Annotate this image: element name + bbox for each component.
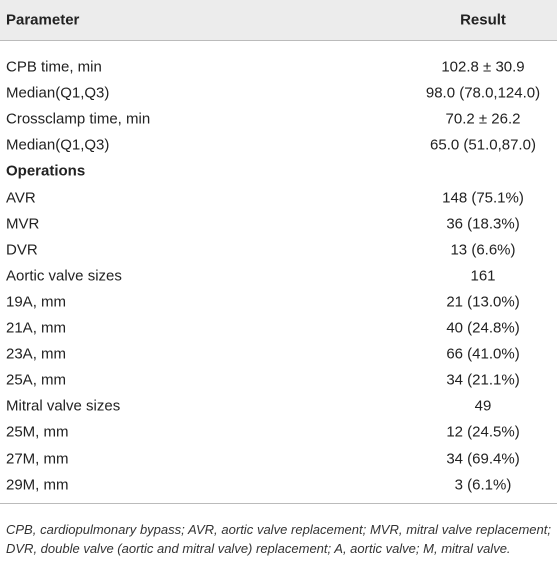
table-cell: Median(Q1,Q3) <box>6 84 110 102</box>
table-cell: 21 (13.0%) <box>446 293 520 311</box>
table-cell: 25M, mm <box>6 423 69 441</box>
table-row: Operations <box>0 158 557 184</box>
table-cell: 25A, mm <box>6 371 67 389</box>
table-row: 21A, mm 40 (24.8%) <box>0 315 557 341</box>
table-cell: 34 (21.1%) <box>446 371 520 389</box>
table-row: 23A, mm 66 (41.0%) <box>0 341 557 367</box>
table-row: Mitral valve sizes 49 <box>0 393 557 419</box>
table-cell: 12 (24.5%) <box>446 423 520 441</box>
table-row: 25A, mm 34 (21.1%) <box>0 367 557 393</box>
table-cell: CPB time, min <box>6 58 102 76</box>
table-cell: 13 (6.6%) <box>450 241 516 259</box>
table-cell: 19A, mm <box>6 293 67 311</box>
footnote: CPB, cardiopulmonary bypass; AVR, aortic… <box>6 522 551 556</box>
table-cell: 66 (41.0%) <box>446 345 520 363</box>
table-cell: DVR <box>6 241 38 259</box>
table-row: Median(Q1,Q3) 98.0 (78.0,124.0) <box>0 80 557 106</box>
table-cell: 161 <box>470 267 496 285</box>
table-header: Parameter Result <box>0 0 557 41</box>
table-row: CPB time, min 102.8 ± 30.9 <box>0 54 557 80</box>
table-cell: 98.0 (78.0,124.0) <box>425 84 541 102</box>
table-row: 19A, mm 21 (13.0%) <box>0 289 557 315</box>
table-cell: 148 (75.1%) <box>442 189 524 206</box>
table-cell: 29M, mm <box>6 476 69 494</box>
table-cell: 65.0 (51.0,87.0) <box>430 136 536 154</box>
header-cell: Parameter <box>6 11 80 29</box>
table-cell: 21A, mm <box>6 319 67 337</box>
table-cell: 34 (69.4%) <box>446 450 520 467</box>
table-cell: Mitral valve sizes <box>6 397 121 415</box>
table-cell: 70.2 ± 26.2 <box>445 110 521 128</box>
table-cell: 102.8 ± 30.9 <box>441 58 525 76</box>
table-cell: 40 (24.8%) <box>446 319 520 337</box>
table-cell: MVR <box>6 215 40 233</box>
table-row: Aortic valve sizes 161 <box>0 263 557 289</box>
bottom-rule <box>0 503 557 504</box>
table-cell: 36 (18.3%) <box>446 215 520 233</box>
table-row: 25M, mm 12 (24.5%) <box>0 419 557 445</box>
table-cell: Aortic valve sizes <box>6 267 122 285</box>
table-cell: 27M, mm <box>6 450 69 467</box>
table-cell: Median(Q1,Q3) <box>6 136 110 154</box>
table-cell: 23A, mm <box>6 345 67 363</box>
table-row: AVR 148 (75.1%) <box>0 185 557 211</box>
table-cell: Operations <box>6 162 86 180</box>
header-cell: Result <box>460 11 506 29</box>
table-cell: AVR <box>6 189 36 206</box>
table-row: DVR 13 (6.6%) <box>0 237 557 263</box>
table-row: 29M, mm 3 (6.1%) <box>0 472 557 498</box>
table-cell: 49 <box>474 397 492 415</box>
table-row: Crossclamp time, min 70.2 ± 26.2 <box>0 106 557 132</box>
table-row: Median(Q1,Q3) 65.0 (51.0,87.0) <box>0 132 557 158</box>
table-row: MVR 36 (18.3%) <box>0 211 557 237</box>
table-cell: Crossclamp time, min <box>6 110 151 128</box>
table-row: 27M, mm 34 (69.4%) <box>0 446 557 472</box>
table-cell: 3 (6.1%) <box>454 476 512 494</box>
